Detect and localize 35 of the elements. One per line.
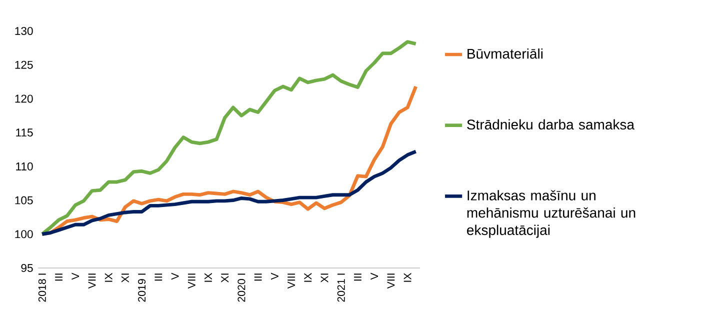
x-tick-label: III (254, 274, 262, 281)
legend-label: Strādnieku darba samaksa (467, 119, 634, 130)
x-tick-label: XI (320, 274, 328, 283)
y-tick-label: 100 (15, 230, 33, 238)
x-tick-label: XI (221, 274, 229, 283)
y-tick-label: 110 (16, 162, 33, 170)
y-tick-label: 95 (21, 264, 33, 272)
x-tick-label: V (370, 272, 378, 280)
x-tick-label: V (271, 272, 278, 280)
x-tick-label: XI (122, 274, 129, 283)
x-tick-label: IX (204, 272, 212, 282)
x-tick-label: VIII (288, 274, 295, 289)
y-tick-label: 125 (15, 60, 33, 69)
x-tick-label: VIII (188, 274, 196, 289)
line-series (40, 40, 418, 236)
x-tick-label: V (72, 272, 80, 280)
y-tick-label: 105 (15, 196, 33, 204)
x-tick-label: III (154, 274, 162, 281)
x-tick-label: IX (404, 272, 412, 282)
legend-label: Izmaksas mašīnu un mehānismu uzturēšanai un ekspluatācijai (467, 190, 636, 238)
legend-label: Būvmateriāli (468, 48, 543, 59)
y-tick-label: 115 (16, 128, 33, 137)
x-tick-label: VIII (387, 274, 395, 289)
x-tick-label: 2019 I (138, 274, 146, 302)
x-tick-label: III (55, 274, 62, 281)
x-tick-label: 2020 I (238, 274, 246, 302)
x-tick-label: III (354, 274, 362, 281)
x-tick-label: IX (104, 272, 112, 282)
x-tick-label: IX (304, 272, 312, 282)
y-tick-label: 120 (15, 94, 33, 103)
x-tick-label: 2018 I (38, 274, 46, 302)
y-tick-label: 130 (15, 26, 33, 36)
x-tick-label: VIII (88, 274, 96, 289)
x-tick-label: 2021 I (337, 274, 345, 302)
x-tick-label: V (171, 272, 179, 280)
